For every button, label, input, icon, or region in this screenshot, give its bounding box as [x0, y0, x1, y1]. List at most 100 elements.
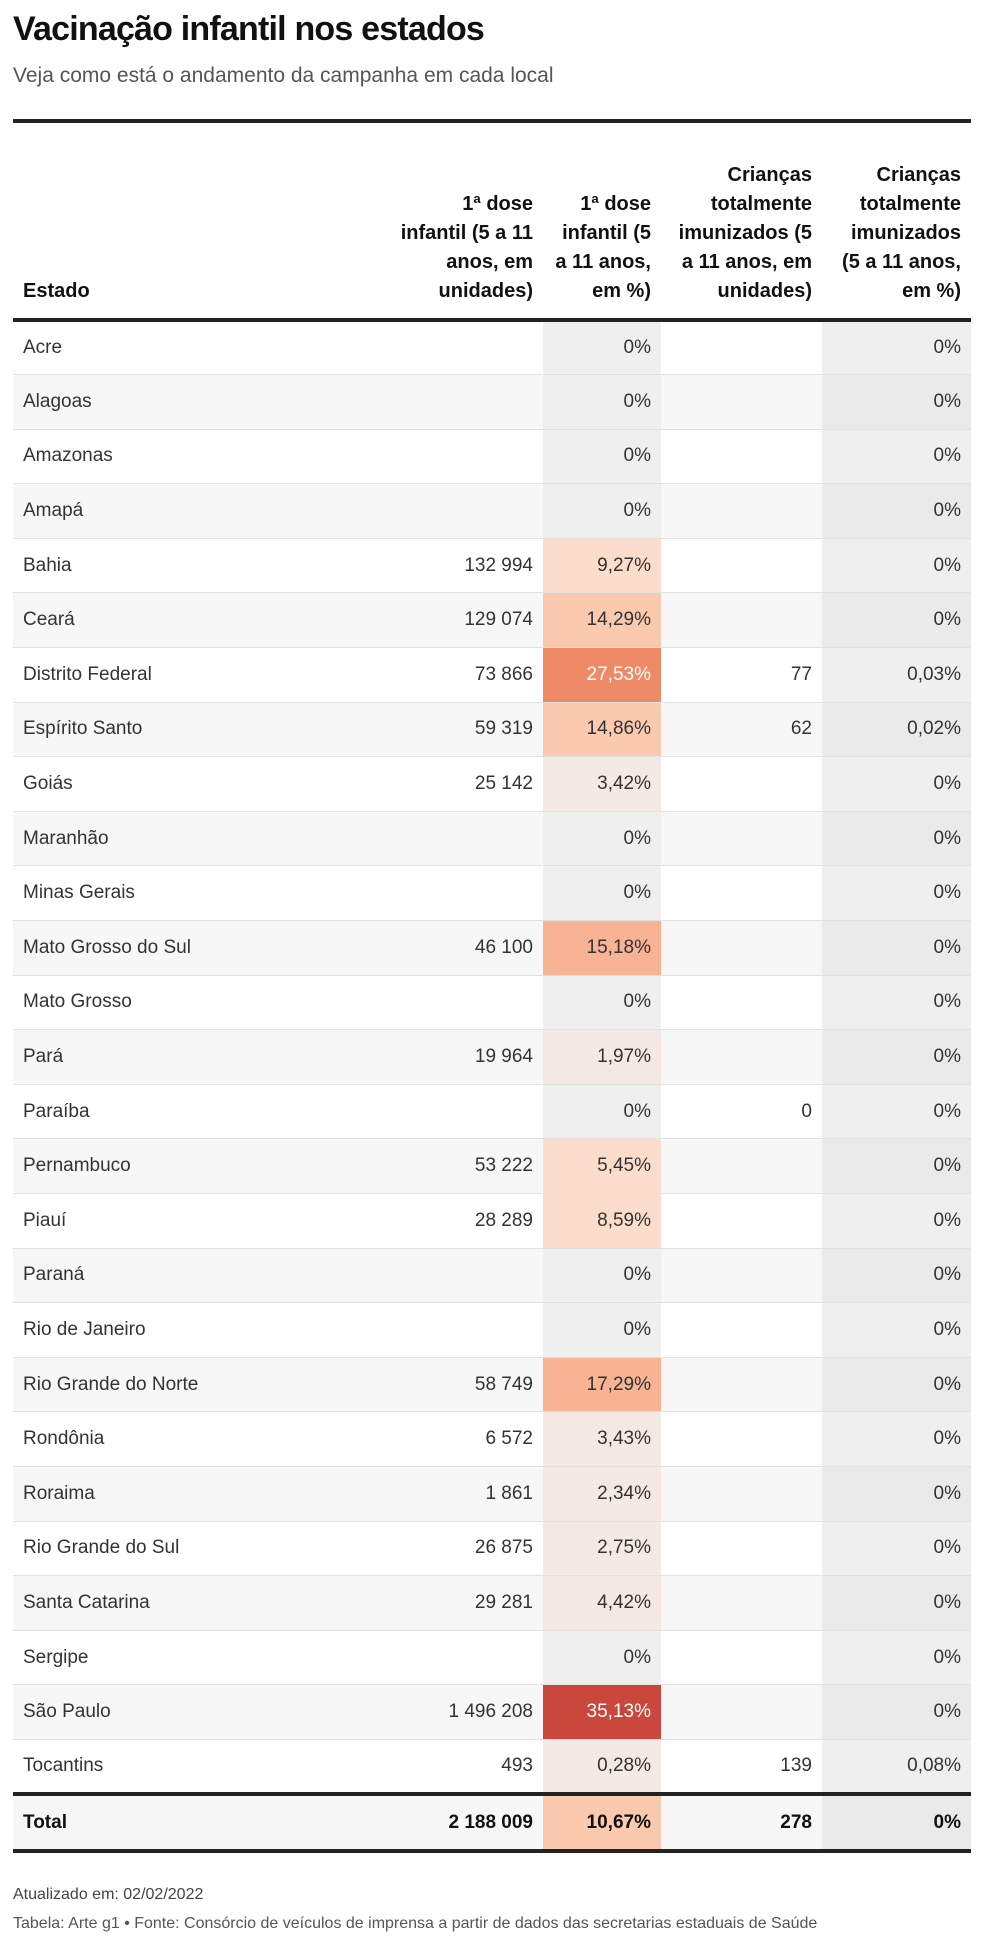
- column-header-estado[interactable]: Estado: [13, 121, 387, 322]
- cell-dose1-percent: 0%: [543, 374, 661, 430]
- cell-dose1-units: [387, 1302, 543, 1358]
- cell-estado: Rio Grande do Sul: [13, 1521, 387, 1577]
- cell-estado: Rio Grande do Norte: [13, 1357, 387, 1413]
- cell-immunized-percent: 0%: [822, 592, 971, 649]
- table-row: Sergipe 0% 0%: [13, 1630, 971, 1686]
- cell-dose1-percent: 2,75%: [543, 1521, 661, 1577]
- cell-immunized-units: [661, 1411, 822, 1467]
- cell-immunized-units: [661, 320, 822, 376]
- cell-dose1-percent: 14,86%: [543, 702, 661, 758]
- cell-dose1-units: 58 749: [387, 1357, 543, 1413]
- table-row: Roraima 1 861 2,34% 0%: [13, 1466, 971, 1522]
- table-row: São Paulo 1 496 208 35,13% 0%: [13, 1684, 971, 1740]
- table-row: Maranhão 0% 0%: [13, 811, 971, 867]
- cell-estado: Pernambuco: [13, 1138, 387, 1194]
- cell-immunized-percent: 0%: [822, 1630, 971, 1686]
- cell-estado: Roraima: [13, 1466, 387, 1522]
- cell-immunized-units: [661, 374, 822, 430]
- table-row: Distrito Federal 73 866 27,53% 77 0,03%: [13, 647, 971, 703]
- cell-immunized-percent: 0,03%: [822, 647, 971, 703]
- page-title: Vacinação infantil nos estados: [13, 10, 485, 48]
- cell-dose1-units: 25 142: [387, 756, 543, 812]
- cell-immunized-percent: 0%: [822, 1029, 971, 1085]
- table-row: Amapá 0% 0%: [13, 483, 971, 539]
- cell-immunized-units: [661, 1684, 822, 1740]
- cell-immunized-percent: 0,08%: [822, 1739, 971, 1795]
- cell-dose1-percent: 9,27%: [543, 538, 661, 594]
- cell-dose1-units: 1 861: [387, 1466, 543, 1522]
- cell-dose1-percent: 4,42%: [543, 1575, 661, 1631]
- table-row: Amazonas 0% 0%: [13, 429, 971, 485]
- cell-immunized-percent: 0%: [822, 1357, 971, 1413]
- table-row: Rio Grande do Norte 58 749 17,29% 0%: [13, 1357, 971, 1413]
- cell-dose1-units: 59 319: [387, 702, 543, 758]
- cell-dose1-percent: 15,18%: [543, 920, 661, 976]
- cell-immunized-percent: 0,02%: [822, 702, 971, 758]
- cell-dose1-units: 493: [387, 1739, 543, 1795]
- cell-dose1-units: [387, 320, 543, 376]
- cell-immunized-percent: 0%: [822, 483, 971, 539]
- table-row: Piauí 28 289 8,59% 0%: [13, 1193, 971, 1249]
- updated-date: Atualizado em: 02/02/2022: [13, 1886, 204, 1903]
- cell-dose1-percent: 0%: [543, 865, 661, 922]
- table-footer: Total 2 188 009 10,67% 278 0%: [13, 1792, 971, 1854]
- cell-immunized-units: [661, 865, 822, 922]
- cell-estado: Mato Grosso: [13, 975, 387, 1031]
- cell-immunized-units: [661, 756, 822, 812]
- cell-immunized-units: [661, 592, 822, 649]
- cell-immunized-percent: 0%: [822, 538, 971, 594]
- cell-dose1-units: [387, 1084, 543, 1140]
- table-row: Pará 19 964 1,97% 0%: [13, 1029, 971, 1085]
- cell-dose1-percent: 14,29%: [543, 592, 661, 649]
- cell-dose1-percent: 5,45%: [543, 1138, 661, 1194]
- cell-immunized-units: [661, 1193, 822, 1249]
- table-row: Minas Gerais 0% 0%: [13, 865, 971, 922]
- cell-dose1-percent: 27,53%: [543, 647, 661, 703]
- table-row: Paraíba 0% 0 0%: [13, 1084, 971, 1140]
- table-row: Goiás 25 142 3,42% 0%: [13, 756, 971, 812]
- cell-estado: Tocantins: [13, 1739, 387, 1795]
- cell-dose1-percent: 35,13%: [543, 1684, 661, 1740]
- cell-dose1-units: 19 964: [387, 1029, 543, 1085]
- cell-immunized-percent: 0%: [822, 1575, 971, 1631]
- cell-dose1-units: [387, 975, 543, 1031]
- cell-immunized-percent: 0%: [822, 1193, 971, 1249]
- cell-estado: Pará: [13, 1029, 387, 1085]
- cell-dose1-percent: 0%: [543, 975, 661, 1031]
- cell-immunized-units: [661, 1302, 822, 1358]
- cell-immunized-units: [661, 1521, 822, 1577]
- cell-dose1-percent: 0%: [543, 1248, 661, 1304]
- cell-immunized-units: [661, 1630, 822, 1686]
- table-body: Acre 0% 0% Alagoas 0% 0% Amazonas 0% 0% Amapá 0% 0%…: [13, 320, 971, 1795]
- source-credit: Tabela: Arte g1 • Fonte: Consórcio de ve…: [13, 1915, 818, 1932]
- table-row: Ceará 129 074 14,29% 0%: [13, 592, 971, 649]
- cell-immunized-units: 0: [661, 1084, 822, 1140]
- cell-immunized-units: [661, 1138, 822, 1194]
- cell-immunized-percent: 0%: [822, 975, 971, 1031]
- cell-estado: Maranhão: [13, 811, 387, 867]
- cell-dose1-units: [387, 374, 543, 430]
- cell-immunized-units: [661, 920, 822, 976]
- cell-estado: Paraíba: [13, 1084, 387, 1140]
- column-header-immunized-units[interactable]: Crianças totalmente imunizados (5 a 11 a…: [661, 121, 822, 322]
- cell-immunized-units: [661, 1575, 822, 1631]
- cell-immunized-percent: 0%: [822, 1521, 971, 1577]
- total-row: Total 2 188 009 10,67% 278 0%: [13, 1792, 971, 1854]
- table-row: Tocantins 493 0,28% 139 0,08%: [13, 1739, 971, 1795]
- column-header-dose1-percent[interactable]: 1ª dose infantil (5 a 11 anos, em %): [543, 121, 661, 322]
- cell-estado: Ceará: [13, 592, 387, 649]
- cell-estado: Santa Catarina: [13, 1575, 387, 1631]
- total-dose1-units: 2 188 009: [387, 1792, 543, 1854]
- cell-estado: Acre: [13, 320, 387, 376]
- table-row: Santa Catarina 29 281 4,42% 0%: [13, 1575, 971, 1631]
- table-row: Paraná 0% 0%: [13, 1248, 971, 1304]
- column-header-immunized-percent[interactable]: Crianças totalmente imunizados (5 a 11 a…: [822, 121, 971, 322]
- table-row: Acre 0% 0%: [13, 320, 971, 376]
- total-immunized-percent: 0%: [822, 1792, 971, 1854]
- cell-immunized-percent: 0%: [822, 320, 971, 376]
- column-header-dose1-units[interactable]: 1ª dose infantil (5 a 11 anos, em unidad…: [387, 121, 543, 322]
- cell-estado: Amazonas: [13, 429, 387, 485]
- cell-immunized-units: [661, 483, 822, 539]
- cell-immunized-units: 139: [661, 1739, 822, 1795]
- table-header: Estado 1ª dose infantil (5 a 11 anos, em…: [13, 121, 971, 322]
